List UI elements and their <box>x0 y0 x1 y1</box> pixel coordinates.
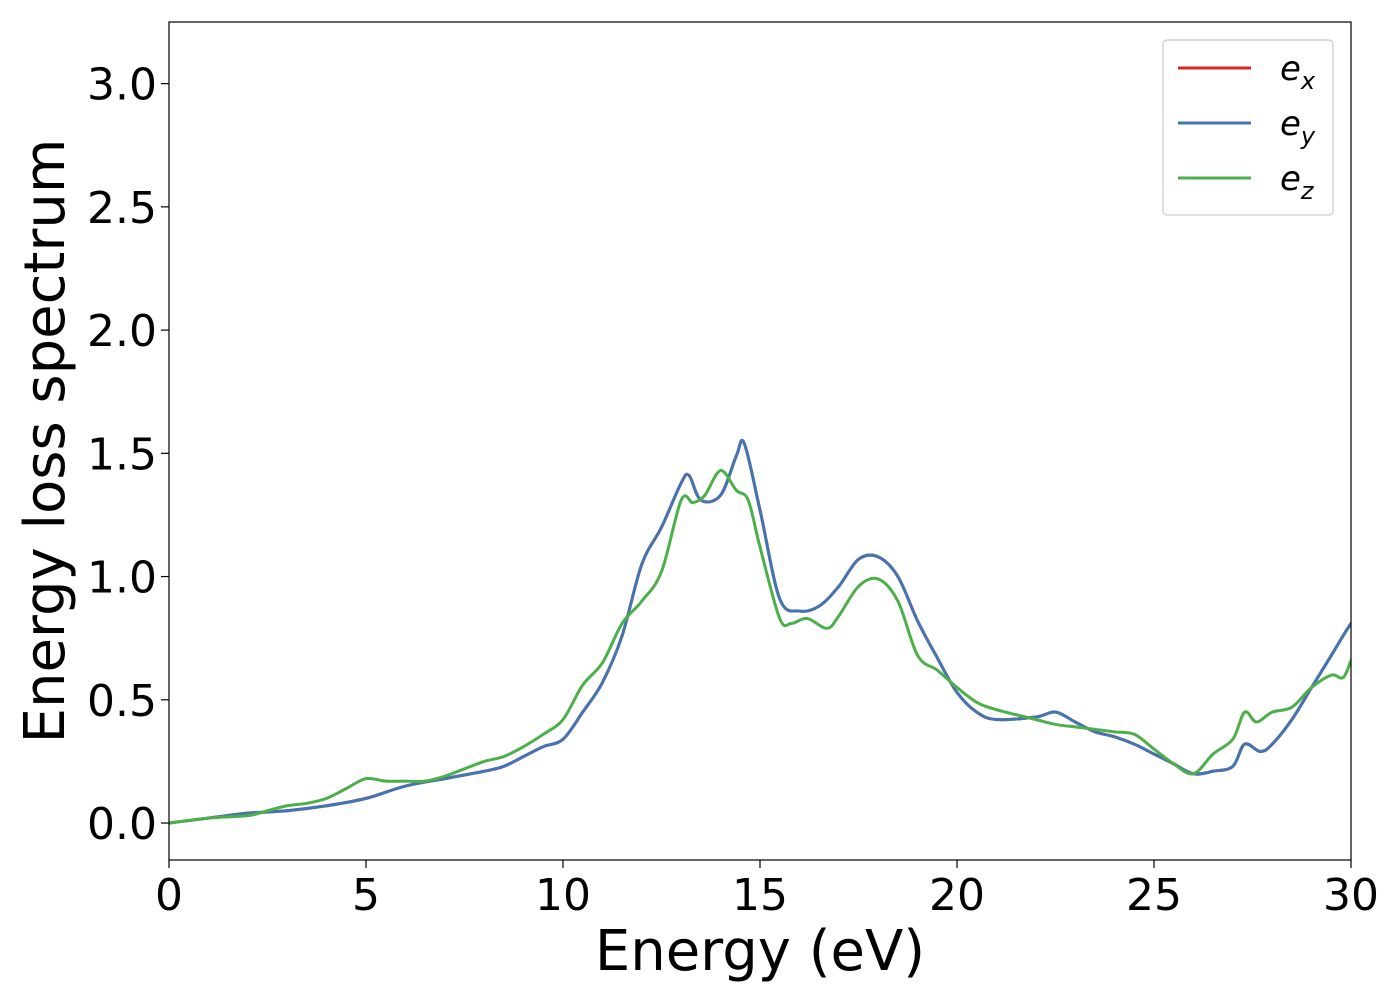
x-tick-label: 15 <box>732 870 788 921</box>
legend-label-e_z: ez <box>1280 159 1315 205</box>
x-tick-label: 10 <box>535 870 591 921</box>
x-tick-label: 30 <box>1323 870 1379 921</box>
y-axis: 0.0 0.5 1.0 1.5 2.0 2.5 3.0 <box>87 60 169 850</box>
y-tick-label: 1.5 <box>87 429 157 480</box>
legend-box <box>1162 39 1334 216</box>
x-axis: 0 5 10 15 20 25 30 <box>155 860 1379 921</box>
series-line-e_y <box>169 438 1351 825</box>
legend: ex ey ez <box>1162 39 1334 216</box>
x-tick-label: 0 <box>155 870 183 921</box>
y-tick-label: 0.0 <box>87 799 157 850</box>
y-tick-label: 0.5 <box>87 676 157 727</box>
x-axis-label: Energy (eV) <box>595 919 925 984</box>
legend-label-e_x: ex <box>1280 49 1316 95</box>
y-tick-label: 2.0 <box>87 306 157 357</box>
series-line-e_z <box>169 469 1351 825</box>
y-tick-label: 1.0 <box>87 553 157 604</box>
x-tick-label: 25 <box>1126 870 1182 921</box>
x-tick-label: 20 <box>929 870 985 921</box>
legend-label-e_y: ey <box>1280 104 1316 150</box>
y-tick-label: 2.5 <box>87 183 157 234</box>
y-axis-label: Energy loss spectrum <box>13 139 78 744</box>
y-tick-label: 3.0 <box>87 60 157 111</box>
series-layer <box>169 438 1351 825</box>
x-tick-label: 5 <box>352 870 380 921</box>
